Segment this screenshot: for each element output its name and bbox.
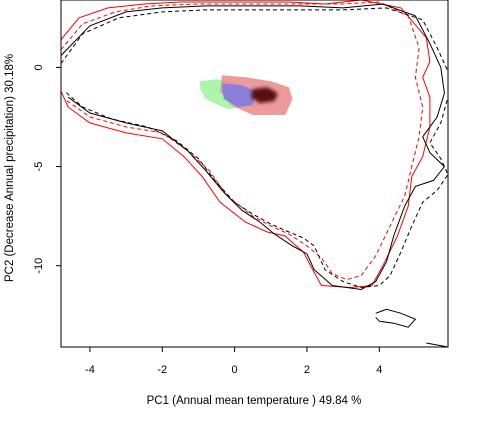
- x-tick-label: -2: [157, 364, 167, 376]
- x-axis-label: PC1 (Annual mean temperature ) 49.84 %: [147, 395, 362, 407]
- plot-frame: [60, 0, 449, 348]
- y-tick-label: 0: [33, 64, 45, 70]
- x-axis: -4 -2 0 2 4: [85, 347, 382, 376]
- x-tick-label: 4: [376, 364, 382, 376]
- x-tick-label: -4: [85, 364, 95, 376]
- niche-blob-blue: [221, 83, 257, 108]
- contour-red-dashed-1: [61, 1, 424, 281]
- contour-black-solid-5: [426, 342, 448, 347]
- contour-black-solid-4: [375, 308, 417, 328]
- contour-red-solid-0: [61, 0, 431, 289]
- contour-black-dashed-3: [61, 7, 448, 289]
- x-tick-label: 2: [304, 364, 310, 376]
- niche-blob-dark: [250, 87, 278, 104]
- y-tick-label: -5: [33, 162, 45, 172]
- contour-black-solid-2: [61, 3, 446, 291]
- y-tick-label: -10: [33, 258, 45, 274]
- y-axis: -10 -5 0: [33, 64, 61, 274]
- environment-contours: [61, 0, 448, 347]
- niche-density: [200, 75, 293, 115]
- y-axis-label: PC2 (Decrease Annual precipitation) 30.1…: [4, 54, 16, 282]
- x-tick-label: 0: [232, 364, 238, 376]
